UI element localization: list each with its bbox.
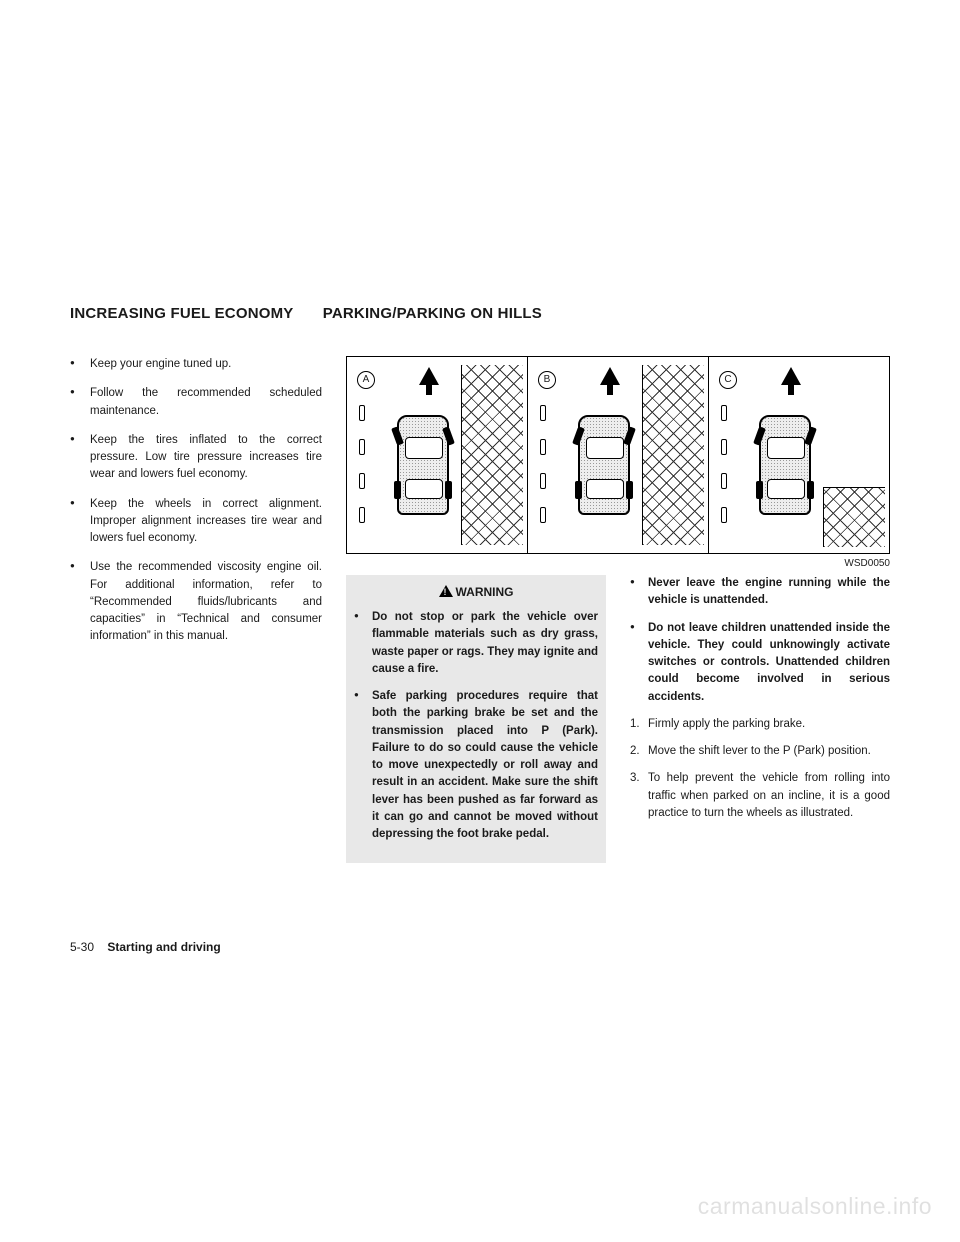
diagram-panel-a: A — [347, 357, 528, 553]
content-columns: Keep your engine tuned up. Follow the re… — [70, 356, 890, 863]
diagram-panel-b: B — [528, 357, 709, 553]
panel-label-c: C — [719, 371, 737, 389]
list-item: 3.To help prevent the vehicle from rolli… — [630, 770, 890, 822]
car-icon — [397, 415, 449, 515]
section-headings: INCREASING FUEL ECONOMY PARKING/PARKING … — [70, 305, 890, 322]
car-icon — [759, 415, 811, 515]
list-item: Use the recommended viscosity engine oil… — [70, 559, 322, 645]
curb-icon — [642, 365, 704, 545]
heading-increasing-fuel-economy: INCREASING FUEL ECONOMY — [70, 305, 294, 322]
list-item: Keep the tires inflated to the correct p… — [70, 432, 322, 484]
warning-box: WARNING Do not stop or park the vehicle … — [346, 575, 606, 863]
page-number: 5-30 — [70, 940, 94, 954]
list-item: Follow the recommended scheduled mainten… — [70, 385, 322, 420]
steps-list: 1.Firmly apply the parking brake. 2.Move… — [630, 716, 890, 822]
list-item: 2.Move the shift lever to the P (Park) p… — [630, 743, 890, 760]
warning-triangle-icon — [439, 585, 453, 597]
step-text: Move the shift lever to the P (Park) pos… — [648, 745, 871, 757]
right-column: A B — [346, 356, 890, 863]
list-item: Do not leave children unattended inside … — [630, 620, 890, 706]
watermark: carmanualsonline.info — [698, 1193, 932, 1220]
lane-markers — [540, 405, 546, 541]
list-item: Safe parking procedures require that bot… — [354, 688, 598, 843]
lane-markers — [721, 405, 727, 541]
list-item: Keep your engine tuned up. — [70, 356, 322, 373]
fuel-economy-list: Keep your engine tuned up. Follow the re… — [70, 356, 322, 646]
list-item: Keep the wheels in correct alignment. Im… — [70, 496, 322, 548]
arrow-up-icon — [600, 367, 620, 385]
section-name: Starting and driving — [107, 940, 220, 954]
steps-column: Never leave the engine running while the… — [630, 575, 890, 863]
heading-parking-on-hills: PARKING/PARKING ON HILLS — [323, 305, 542, 322]
list-item: 1.Firmly apply the parking brake. — [630, 716, 890, 733]
parking-diagram: A B — [346, 356, 890, 554]
manual-page: INCREASING FUEL ECONOMY PARKING/PARKING … — [70, 305, 890, 863]
arrow-up-icon — [781, 367, 801, 385]
warning-list: Do not stop or park the vehicle over fla… — [354, 609, 598, 843]
step-text: To help prevent the vehicle from rolling… — [648, 772, 890, 819]
lower-columns: WARNING Do not stop or park the vehicle … — [346, 575, 890, 863]
panel-label-b: B — [538, 371, 556, 389]
warning-column: WARNING Do not stop or park the vehicle … — [346, 575, 606, 863]
warning-title: WARNING — [354, 583, 598, 601]
curb-icon — [461, 365, 523, 545]
arrow-up-icon — [419, 367, 439, 385]
caution-list: Never leave the engine running while the… — [630, 575, 890, 706]
list-item: Do not stop or park the vehicle over fla… — [354, 609, 598, 678]
list-item: Never leave the engine running while the… — [630, 575, 890, 610]
step-text: Firmly apply the parking brake. — [648, 718, 805, 730]
page-footer: 5-30 Starting and driving — [70, 940, 221, 954]
warning-label: WARNING — [456, 585, 514, 599]
left-column: Keep your engine tuned up. Follow the re… — [70, 356, 322, 863]
diagram-panel-c: C — [709, 357, 889, 553]
lane-markers — [359, 405, 365, 541]
curb-icon — [823, 487, 885, 547]
figure-code: WSD0050 — [346, 558, 890, 569]
panel-label-a: A — [357, 371, 375, 389]
car-icon — [578, 415, 630, 515]
